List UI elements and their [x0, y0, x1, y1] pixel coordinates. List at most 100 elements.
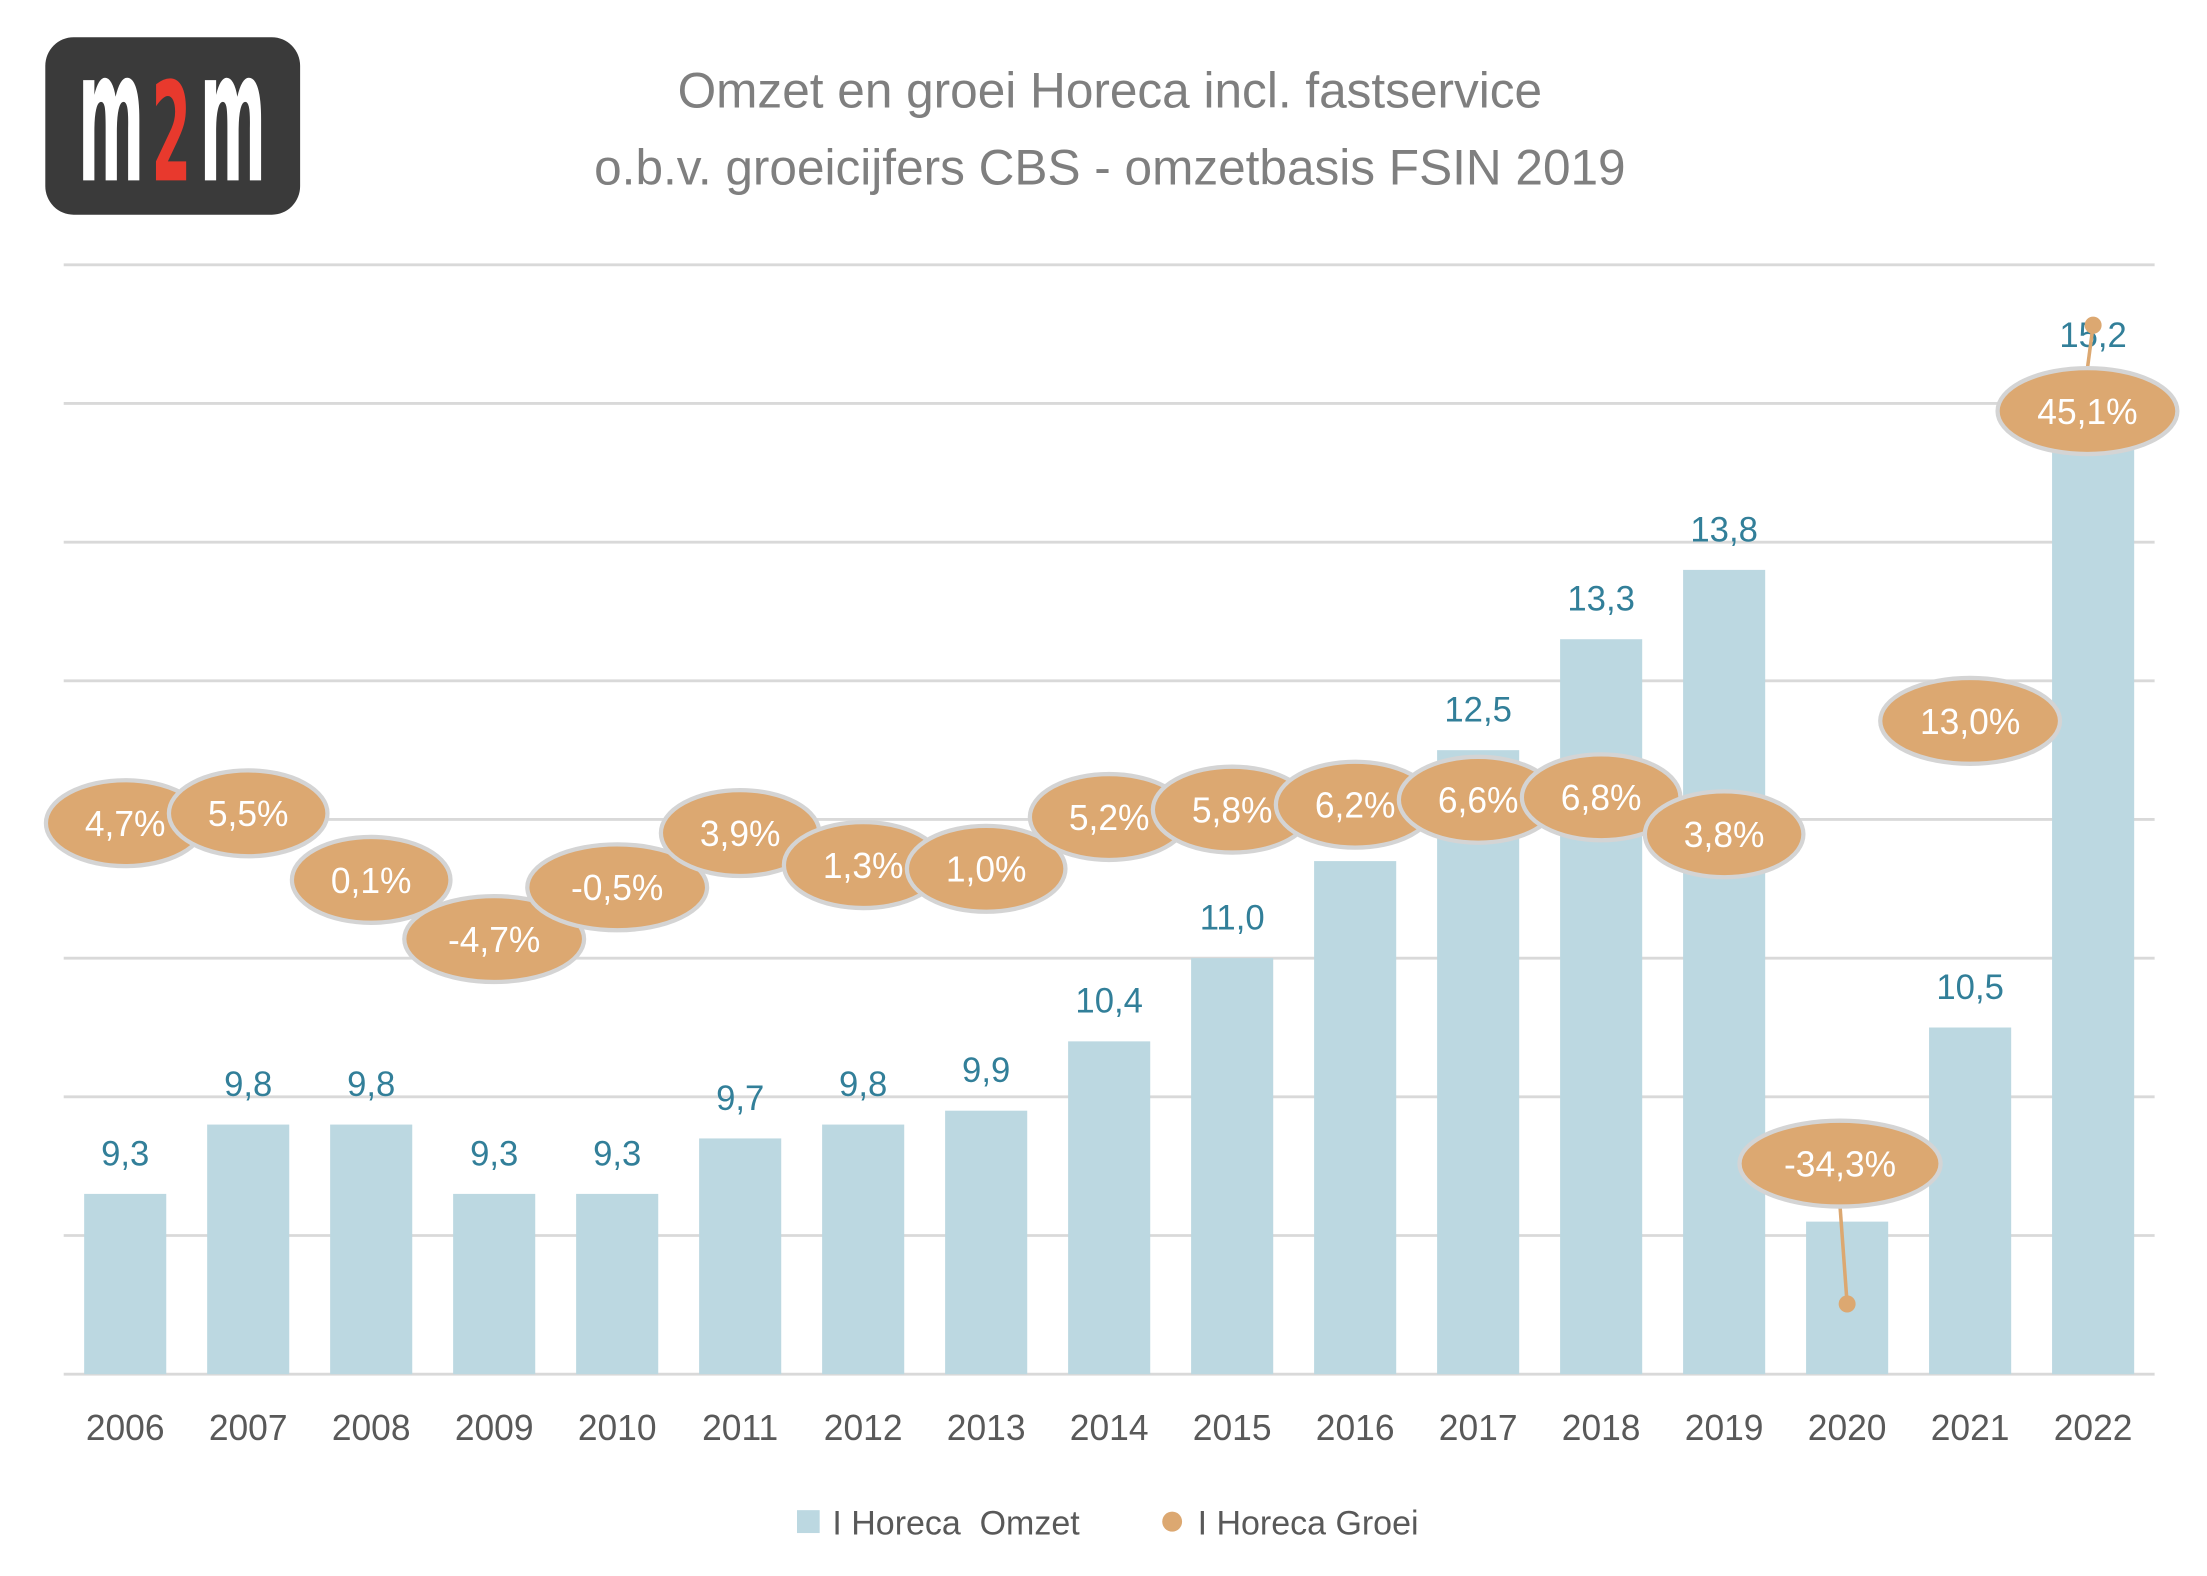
groei-label-bubble-2021 — [1878, 675, 2063, 766]
legend-label-omzet: I Horeca Omzet — [832, 1504, 1080, 1542]
groei-label-bubble-2010 — [525, 842, 710, 933]
bar-2008 — [330, 1124, 413, 1375]
groei-label-group-2008: 0,1% — [289, 834, 453, 925]
bar-label-2008: 9,8 — [347, 1065, 395, 1104]
groei-label-bubble-2008 — [289, 834, 453, 925]
groei-label-group-2020: -34,3% — [1737, 1118, 1943, 1313]
logo-letter-m-left: m — [78, 10, 145, 223]
x-axis-tick-labels: 2006 2007 2008 2009 2010 2011 2012 2013 2014 2015… — [86, 1408, 2133, 1448]
groei-data-labels: 4,7% 5,5% 0,1% -4,7% -0,5% 3,9% 1,3% 1,0% 5,2% 5,… — [43, 316, 2180, 1313]
bar-2011 — [699, 1138, 782, 1375]
groei-label-2022: 45,1% — [2037, 392, 2137, 432]
groei-label-2016: 6,2% — [1315, 785, 1396, 825]
legend-marker-groei — [1162, 1511, 1183, 1532]
bar-2014 — [1068, 1041, 1151, 1375]
bar-label-2021: 10,5 — [1936, 968, 2003, 1007]
groei-label-2013: 1,0% — [946, 850, 1027, 890]
groei-label-bubble-2007 — [166, 768, 330, 859]
groei-label-group-2019: 3,8% — [1642, 789, 1806, 880]
groei-label-group-2021: 13,0% — [1878, 675, 2063, 766]
bar-2021 — [1929, 1027, 2012, 1375]
groei-label-bubble-2009 — [402, 893, 587, 985]
bar-label-2019: 13,8 — [1690, 510, 1757, 549]
x-tick-label-2013: 2013 — [947, 1408, 1026, 1448]
groei-label-group-2017: 6,6% — [1396, 754, 1560, 845]
bar-2009 — [453, 1193, 536, 1375]
bar-2010 — [576, 1193, 659, 1375]
legend-label-groei: I Horeca Groei — [1198, 1504, 1419, 1542]
groei-label-group-2015: 5,8% — [1150, 764, 1314, 855]
legend-swatch-omzet — [797, 1510, 820, 1534]
groei-label-bubble-2019 — [1642, 789, 1806, 880]
bar-2015 — [1191, 958, 1274, 1375]
groei-point-2020 — [1838, 1295, 1856, 1313]
logo-background — [45, 37, 301, 215]
groei-label-2014: 5,2% — [1069, 798, 1150, 838]
logo-letter-2: 2 — [151, 54, 191, 214]
logo-letter-m-right: m — [200, 10, 267, 223]
bar-label-2014: 10,4 — [1075, 982, 1142, 1021]
groei-label-group-2022: 45,1% — [1995, 316, 2180, 457]
bar-2022 — [2052, 375, 2135, 1375]
groei-label-bubble-2020 — [1737, 1118, 1943, 1209]
groei-label-2021: 13,0% — [1920, 702, 2020, 742]
bar-label-2013: 9,9 — [962, 1051, 1010, 1090]
x-tick-label-2012: 2012 — [824, 1408, 903, 1448]
groei-label-bubble-2013 — [904, 823, 1068, 914]
groei-label-2018: 6,8% — [1561, 778, 1642, 818]
bar-label-2010: 9,3 — [593, 1134, 641, 1173]
x-tick-label-2020: 2020 — [1808, 1408, 1887, 1448]
groei-label-group-2013: 1,0% — [904, 823, 1068, 914]
groei-label-2012: 1,3% — [823, 846, 904, 886]
bar-2019 — [1683, 569, 1766, 1375]
groei-label-2009: -4,7% — [448, 920, 540, 960]
groei-label-2010: -0,5% — [571, 868, 663, 908]
x-tick-label-2009: 2009 — [455, 1408, 534, 1448]
x-tick-label-2006: 2006 — [86, 1408, 165, 1448]
groei-label-group-2011: 3,9% — [658, 787, 822, 879]
bar-label-2018: 13,3 — [1567, 579, 1634, 618]
groei-label-2008: 0,1% — [331, 861, 412, 901]
groei-label-2011: 3,9% — [700, 814, 781, 854]
x-tick-label-2008: 2008 — [332, 1408, 411, 1448]
bar-2013 — [945, 1110, 1028, 1375]
groei-label-2020: -34,3% — [1784, 1144, 1896, 1184]
x-tick-label-2010: 2010 — [578, 1408, 657, 1448]
x-tick-label-2017: 2017 — [1439, 1408, 1518, 1448]
chart-subtitle: o.b.v. groeicijfers CBS - omzetbasis FSI… — [594, 139, 1625, 195]
groei-label-2019: 3,8% — [1684, 815, 1765, 855]
chart-title: Omzet en groei Horeca incl. fastservice — [678, 62, 1542, 118]
x-tick-label-2019: 2019 — [1685, 1408, 1764, 1448]
bar-label-2007: 9,8 — [224, 1065, 272, 1104]
groei-point-2022 — [2084, 316, 2102, 334]
groei-label-group-2018: 6,8% — [1519, 752, 1683, 843]
legend: I Horeca Omzet I Horeca Groei — [797, 1504, 1419, 1543]
x-tick-label-2016: 2016 — [1316, 1408, 1395, 1448]
m2m-logo: m 2 m — [45, 10, 301, 224]
bar-label-2011: 9,7 — [716, 1079, 764, 1118]
bar-2017 — [1437, 750, 1520, 1375]
groei-label-bubble-2022 — [1995, 366, 2180, 457]
bar-label-2017: 12,5 — [1444, 690, 1511, 729]
x-tick-label-2007: 2007 — [209, 1408, 288, 1448]
omzet-bar-labels: 9,3 9,8 9,8 9,3 9,3 9,7 9,8 9,9 10,4 11,0 12,5 13,3… — [101, 316, 2127, 1173]
x-tick-label-2011: 2011 — [702, 1408, 778, 1448]
bar-2012 — [822, 1124, 905, 1375]
groei-label-2015: 5,8% — [1192, 790, 1273, 830]
bar-label-2009: 9,3 — [470, 1134, 518, 1173]
x-tick-label-2022: 2022 — [2054, 1408, 2133, 1448]
bar-2006 — [84, 1193, 167, 1375]
groei-label-2006: 4,7% — [85, 804, 166, 844]
x-tick-label-2021: 2021 — [1931, 1408, 2010, 1448]
groei-label-2017: 6,6% — [1438, 780, 1519, 820]
x-tick-label-2015: 2015 — [1193, 1408, 1272, 1448]
groei-label-group-2007: 5,5% — [166, 768, 330, 859]
groei-label-group-2012: 1,3% — [781, 820, 945, 911]
bar-label-2012: 9,8 — [839, 1065, 887, 1104]
x-tick-label-2014: 2014 — [1070, 1408, 1149, 1448]
bar-2016 — [1314, 861, 1397, 1375]
groei-label-group-2009: -4,7% — [402, 893, 587, 985]
groei-label-group-2010: -0,5% — [525, 842, 710, 933]
bar-2018 — [1560, 639, 1643, 1375]
